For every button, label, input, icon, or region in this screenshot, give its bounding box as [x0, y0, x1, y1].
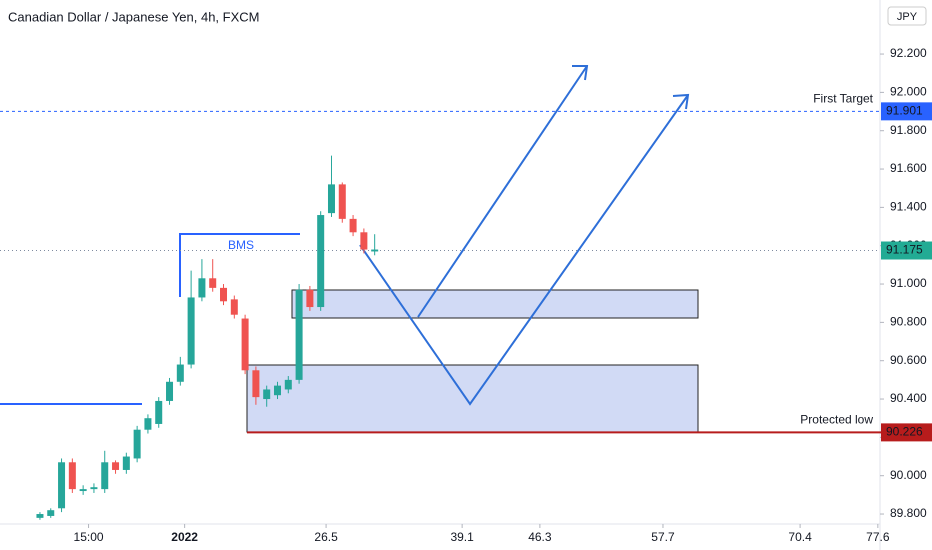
candle-body [198, 278, 206, 298]
x-tick-label: 46.3 [528, 530, 552, 544]
y-tick-label: 91.000 [890, 276, 927, 290]
x-tick-label: 26.5 [314, 530, 338, 544]
y-tick-label: 91.600 [890, 161, 927, 175]
candle-body [263, 389, 271, 400]
candle-body [79, 489, 87, 492]
candle-body [306, 289, 314, 308]
candle-body [241, 318, 249, 371]
candle-body [338, 184, 346, 219]
candle-body [327, 184, 335, 214]
candle-body [176, 364, 184, 382]
arrow-head [572, 65, 589, 81]
projection-arrow [417, 65, 588, 318]
y-tick-label: 92.200 [890, 46, 927, 60]
price-badge [881, 241, 932, 260]
candle-body [68, 462, 76, 490]
y-tick-label: 90.600 [890, 353, 927, 367]
x-tick-label: 15:00 [74, 530, 104, 544]
candle-body [58, 462, 66, 509]
candle-body [252, 370, 260, 398]
candle-body [101, 462, 109, 490]
annotation: BMS [228, 238, 254, 252]
x-tick-label: 57.7 [651, 530, 675, 544]
candle-body [133, 429, 141, 459]
y-tick-label: 90.800 [890, 315, 927, 329]
candle-body [295, 289, 303, 380]
candle-body [47, 510, 55, 516]
candle-body [36, 514, 44, 518]
x-tick-label: 70.4 [788, 530, 812, 544]
candle-body [284, 379, 292, 390]
zone [246, 364, 699, 433]
y-tick-label: 89.800 [890, 506, 927, 520]
candle-body [371, 249, 379, 252]
bms-line [179, 233, 300, 297]
candle-body [166, 381, 174, 401]
x-tick-label: 77.6 [866, 530, 890, 544]
level-name: Protected low [800, 413, 873, 427]
currency-badge[interactable] [887, 6, 927, 26]
candle-body [122, 456, 130, 470]
candle-body [349, 218, 357, 233]
candle-body [273, 385, 281, 396]
arrow-head [672, 93, 690, 110]
projection-arrow [359, 94, 689, 406]
price-badge-label: 91.175 [886, 243, 923, 257]
candle-body [187, 297, 195, 365]
candle-body [112, 462, 120, 470]
x-tick-label: 39.1 [450, 530, 474, 544]
candle-body [155, 400, 163, 424]
zone [291, 289, 699, 319]
candle-body [230, 299, 238, 315]
level-name: First Target [813, 92, 873, 106]
price-badge-label: 91.901 [886, 104, 923, 118]
y-tick-label: 91.400 [890, 200, 927, 214]
candle-body [209, 278, 217, 288]
y-tick-label: 90.000 [890, 468, 927, 482]
y-tick-label: 90.400 [890, 391, 927, 405]
x-tick-label: 2022 [171, 530, 198, 544]
candle-body [360, 232, 368, 250]
candle-body [144, 418, 152, 430]
y-tick-label: 91.800 [890, 123, 927, 137]
candle-body [317, 215, 325, 308]
price-badge-label: 90.226 [886, 425, 923, 439]
currency-label: JPY [897, 11, 918, 23]
candle-body [90, 487, 98, 490]
chart-title: Canadian Dollar / Japanese Yen, 4h, FXCM [8, 9, 260, 24]
drawings: BMS [0, 65, 699, 433]
y-tick-label: 92.000 [890, 85, 927, 99]
price-badge [881, 423, 932, 442]
candle-body [220, 287, 228, 302]
price-badge [881, 102, 932, 121]
